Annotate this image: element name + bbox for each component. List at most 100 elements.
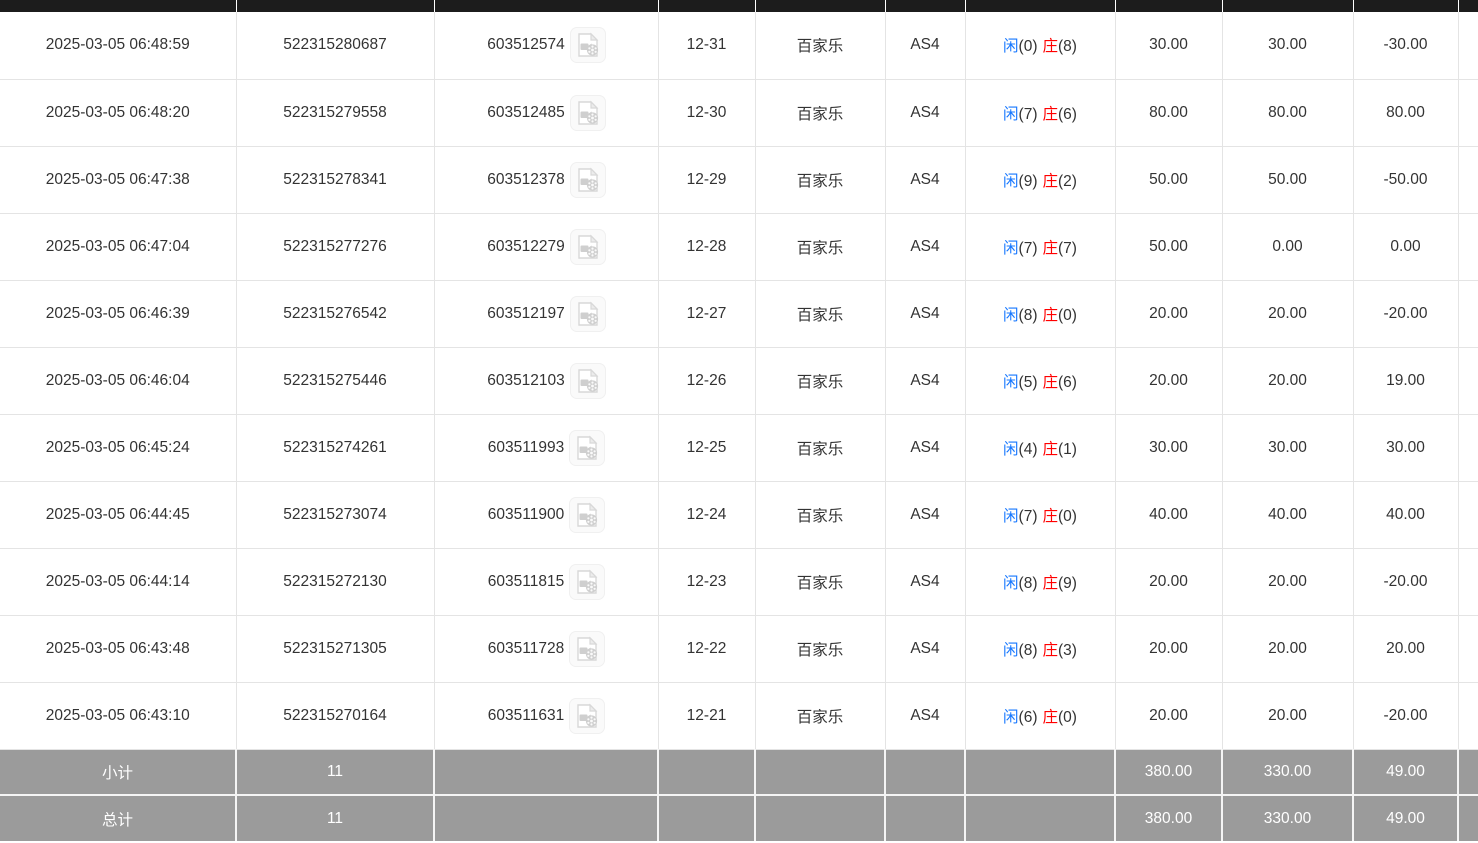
cell-round-no: 603511900: [434, 481, 659, 549]
column-header-table_round[interactable]: [658, 0, 756, 12]
cell-payout: -50.00: [1353, 146, 1459, 214]
cell-round-no: 603511728: [434, 615, 659, 683]
video-replay-icon[interactable]: [570, 162, 605, 197]
cell-time: 2025-03-05 06:48:59: [0, 12, 237, 80]
column-header-time[interactable]: [0, 0, 237, 12]
cell-table-code: AS4: [885, 280, 966, 348]
result-banker-score: (2): [1058, 172, 1077, 190]
table-row[interactable]: 2025-03-05 06:43:48 522315271305 603511728…: [0, 615, 1478, 683]
cell-time: 2025-03-05 06:43:48: [0, 615, 237, 683]
column-header-payout[interactable]: [1353, 0, 1459, 12]
column-header-table_code[interactable]: [885, 0, 966, 12]
video-replay-icon[interactable]: [570, 363, 605, 398]
round-no-text: 603511900: [487, 505, 565, 523]
cell-valid-bet: 0.00: [1222, 213, 1354, 281]
table-header: [0, 0, 1478, 12]
table-row[interactable]: 2025-03-05 06:46:39 522315276542 603512197…: [0, 280, 1478, 348]
cell-order-no: 522315278341: [236, 146, 435, 214]
cell-payout: 0.00: [1353, 213, 1459, 281]
cell-bet-amount: 50.00: [1115, 213, 1223, 281]
summary-row-subtotal: 小计 11 380.00 330.00 49.00: [0, 749, 1478, 796]
cell-table-round: 12-24: [658, 481, 756, 549]
cell-game-name: 百家乐: [755, 213, 886, 281]
result-banker-label: 庄: [1042, 372, 1059, 391]
round-no-text: 603512574: [487, 36, 565, 54]
cell-table-code: AS4: [885, 213, 966, 281]
cell-bet-amount: 20.00: [1115, 615, 1223, 683]
table-row[interactable]: 2025-03-05 06:44:45 522315273074 603511900…: [0, 481, 1478, 549]
summary-payout: 49.00: [1353, 749, 1459, 796]
round-no-text: 603512103: [487, 371, 565, 389]
cell-table-code: AS4: [885, 481, 966, 549]
column-header-order_no[interactable]: [236, 0, 435, 12]
table-row[interactable]: 2025-03-05 06:44:14 522315272130 603511815…: [0, 548, 1478, 616]
video-replay-icon[interactable]: [570, 229, 605, 264]
column-header-result[interactable]: [965, 0, 1116, 12]
result-player-label: 闲: [1003, 640, 1019, 659]
result-player-label: 闲: [1003, 439, 1019, 458]
video-replay-icon[interactable]: [570, 698, 605, 733]
video-replay-icon[interactable]: [570, 564, 605, 599]
result-banker-label: 庄: [1042, 640, 1059, 659]
column-header-bet_amount[interactable]: [1115, 0, 1223, 12]
cell-table-round: 12-26: [658, 347, 756, 415]
table-body: 2025-03-05 06:48:59 522315280687 603512574…: [0, 12, 1478, 841]
cell-result: 闲(8) 庄(9): [965, 548, 1116, 616]
video-replay-icon[interactable]: [570, 631, 605, 666]
video-replay-icon[interactable]: [570, 430, 605, 465]
table-row[interactable]: 2025-03-05 06:46:04 522315275446 603512103…: [0, 347, 1478, 415]
cell-table-round: 12-21: [658, 682, 756, 750]
column-header-spare[interactable]: [1458, 0, 1478, 12]
table-row[interactable]: 2025-03-05 06:48:20 522315279558 603512485…: [0, 79, 1478, 147]
cell-valid-bet: 40.00: [1222, 481, 1354, 549]
result-banker-score: (8): [1058, 38, 1077, 56]
cell-spare: [1458, 79, 1478, 147]
summary-round-no: [434, 795, 659, 841]
cell-game-name: 百家乐: [755, 347, 886, 415]
table-row[interactable]: 2025-03-05 06:48:59 522315280687 603512574…: [0, 12, 1478, 80]
result-player-score: (4): [1018, 440, 1038, 458]
cell-order-no: 522315272130: [236, 548, 435, 616]
cell-result: 闲(4) 庄(1): [965, 414, 1116, 482]
cell-time: 2025-03-05 06:44:14: [0, 548, 237, 616]
cell-valid-bet: 30.00: [1222, 12, 1354, 80]
cell-table-code: AS4: [885, 548, 966, 616]
video-replay-icon[interactable]: [570, 296, 605, 331]
table-row[interactable]: 2025-03-05 06:47:38 522315278341 603512378…: [0, 146, 1478, 214]
video-replay-icon[interactable]: [570, 28, 605, 63]
cell-valid-bet: 30.00: [1222, 414, 1354, 482]
cell-result: 闲(6) 庄(0): [965, 682, 1116, 750]
cell-time: 2025-03-05 06:47:04: [0, 213, 237, 281]
result-banker-label: 庄: [1042, 305, 1059, 324]
video-replay-icon[interactable]: [570, 95, 605, 130]
summary-game: [755, 795, 886, 841]
cell-result: 闲(7) 庄(7): [965, 213, 1116, 281]
cell-round-no: 603512279: [434, 213, 659, 281]
cell-round-no: 603512103: [434, 347, 659, 415]
cell-valid-bet: 20.00: [1222, 548, 1354, 616]
result-banker-label: 庄: [1042, 238, 1059, 257]
cell-bet-amount: 40.00: [1115, 481, 1223, 549]
round-no-text: 603511631: [487, 706, 565, 724]
cell-time: 2025-03-05 06:46:04: [0, 347, 237, 415]
result-banker-label: 庄: [1042, 707, 1059, 726]
cell-table-code: AS4: [885, 146, 966, 214]
column-header-valid_bet[interactable]: [1222, 0, 1354, 12]
column-header-round_no[interactable]: [434, 0, 659, 12]
table-row[interactable]: 2025-03-05 06:45:24 522315274261 603511993…: [0, 414, 1478, 482]
table-row[interactable]: 2025-03-05 06:47:04 522315277276 603512279…: [0, 213, 1478, 281]
result-player-label: 闲: [1003, 171, 1019, 190]
cell-round-no: 603512485: [434, 79, 659, 147]
cell-game-name: 百家乐: [755, 79, 886, 147]
column-header-game[interactable]: [755, 0, 886, 12]
cell-table-round: 12-31: [658, 12, 756, 80]
video-replay-icon[interactable]: [570, 497, 605, 532]
summary-spare: [1458, 749, 1478, 796]
summary-valid-bet: 330.00: [1222, 749, 1354, 796]
table-row[interactable]: 2025-03-05 06:43:10 522315270164 603511631…: [0, 682, 1478, 750]
cell-bet-amount: 80.00: [1115, 79, 1223, 147]
result-player-score: (7): [1018, 105, 1038, 123]
cell-table-code: AS4: [885, 615, 966, 683]
result-banker-score: (7): [1058, 239, 1077, 257]
